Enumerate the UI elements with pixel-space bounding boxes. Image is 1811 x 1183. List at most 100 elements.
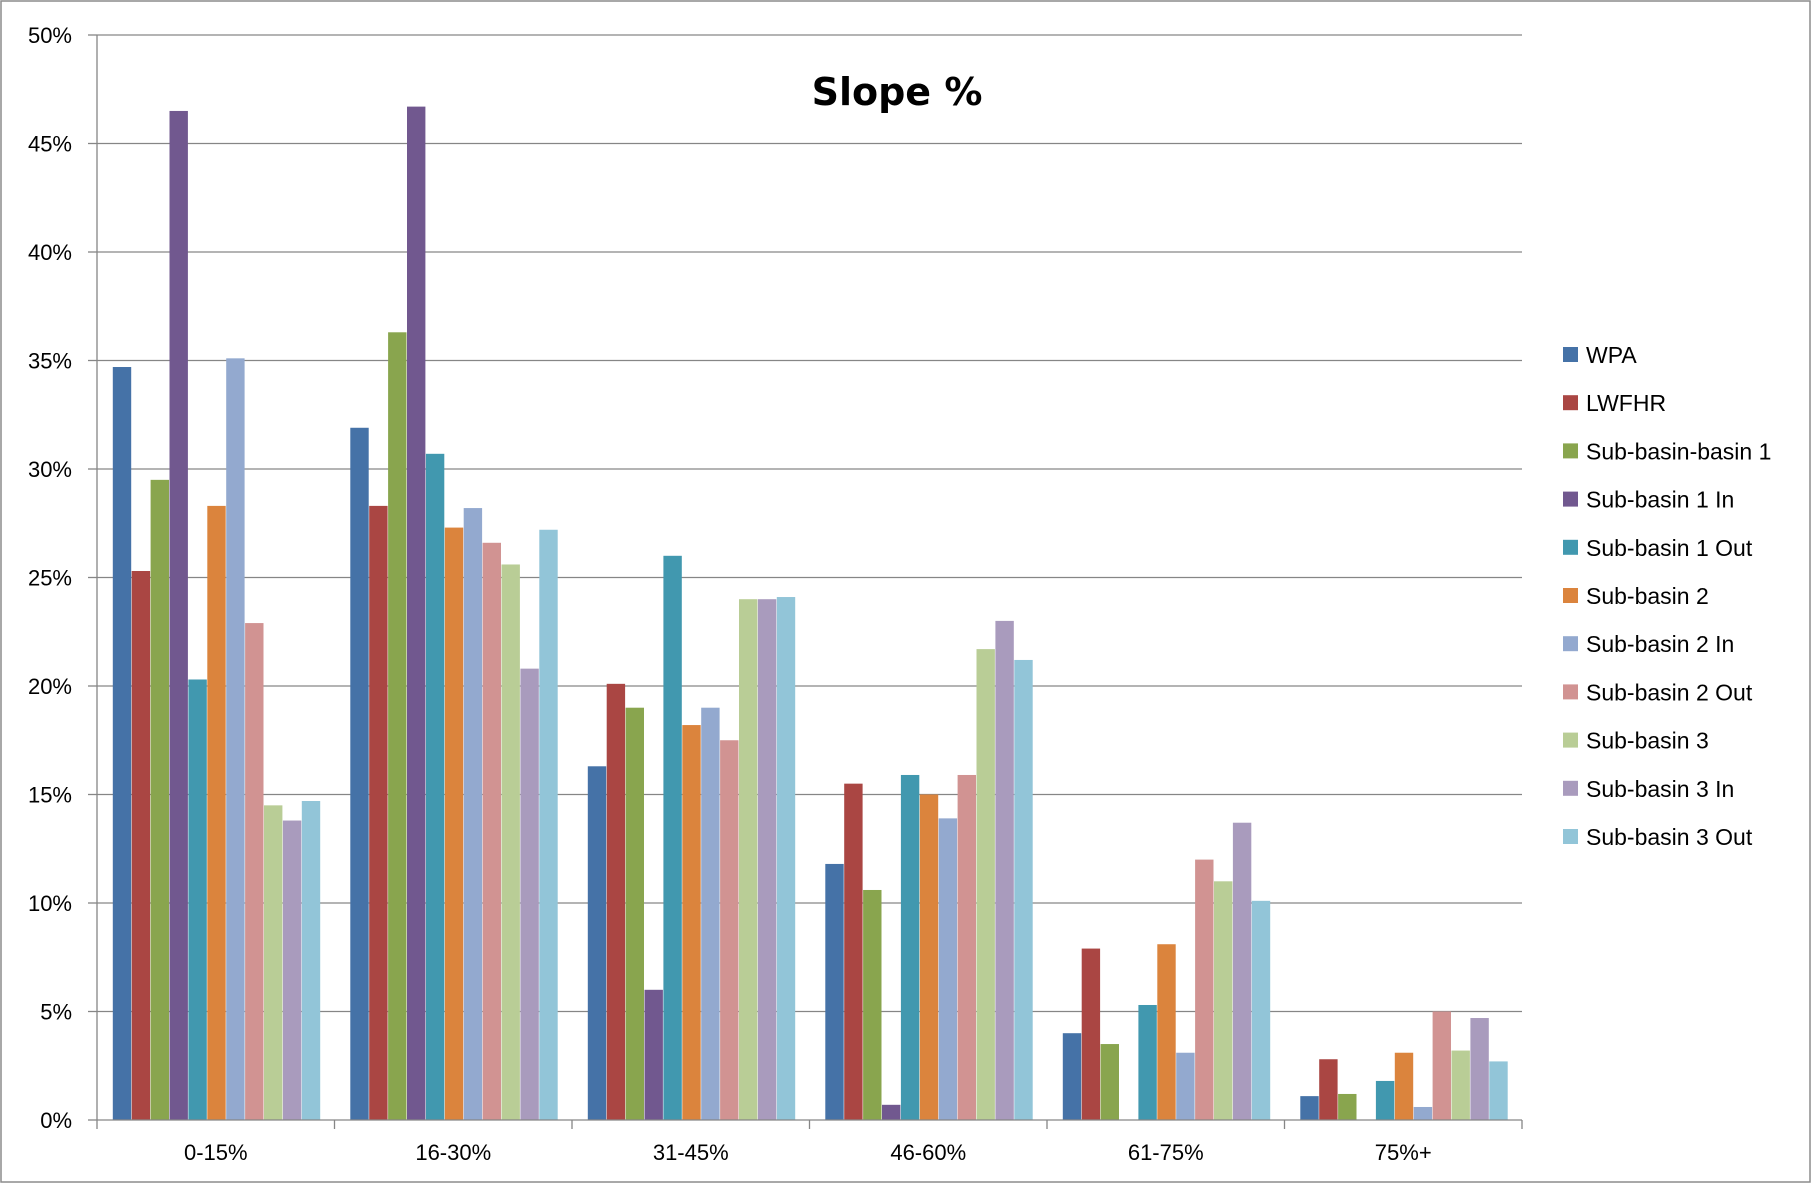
bar <box>976 649 995 1120</box>
bar <box>825 863 844 1120</box>
legend-label: Sub-basin 2 Out <box>1586 679 1753 705</box>
legend-label: Sub-basin 1 In <box>1586 487 1734 513</box>
y-tick-label: 30% <box>28 457 72 482</box>
legend-label: LWFHR <box>1586 390 1666 416</box>
legend-swatch <box>1563 395 1578 411</box>
x-tick-label: 16-30% <box>415 1140 491 1165</box>
bar <box>844 783 863 1120</box>
bar <box>720 740 739 1120</box>
legend-label: Sub-basin 3 In <box>1586 776 1734 802</box>
bar <box>369 505 388 1120</box>
bar <box>739 599 758 1120</box>
bar <box>1100 1044 1119 1120</box>
x-tick-label: 31-45% <box>653 1140 729 1165</box>
x-tick-label: 46-60% <box>890 1140 966 1165</box>
bar <box>701 707 720 1120</box>
legend-label: Sub-basin 1 Out <box>1586 535 1753 561</box>
legend-swatch <box>1563 539 1578 555</box>
x-tick-label: 75%+ <box>1375 1140 1432 1165</box>
legend-label: Sub-basin 2 In <box>1586 631 1734 657</box>
y-tick-label: 50% <box>28 23 72 48</box>
bar <box>919 794 939 1120</box>
bar <box>520 668 539 1120</box>
y-tick-label: 35% <box>28 349 72 374</box>
bar <box>995 620 1014 1120</box>
bar <box>188 679 207 1120</box>
bar <box>169 110 188 1120</box>
y-tick-label: 15% <box>28 783 72 808</box>
bar <box>245 623 264 1120</box>
legend-label: Sub-basin 3 Out <box>1586 824 1753 850</box>
bar <box>226 358 245 1121</box>
bars <box>112 106 1508 1121</box>
x-axis-tick-labels: 0-15% 16-30% 31-45% 46-60% 61-75% 75%+ <box>184 1140 1432 1165</box>
bar <box>900 774 920 1120</box>
y-tick-label: 5% <box>40 1000 72 1025</box>
bar <box>425 453 445 1120</box>
y-tick-label: 0% <box>40 1108 72 1133</box>
bar <box>1195 859 1214 1120</box>
legend-label: Sub-basin 2 <box>1586 583 1709 609</box>
legend-label: WPA <box>1586 342 1637 368</box>
bar <box>1451 1050 1470 1120</box>
bar <box>407 106 426 1121</box>
bar <box>1214 881 1233 1120</box>
gridlines <box>97 34 1522 1013</box>
y-tick-label: 10% <box>28 891 72 916</box>
x-tick-label: 0-15% <box>184 1140 248 1165</box>
bar <box>1232 822 1252 1120</box>
bar <box>957 774 976 1120</box>
x-tick-label: 61-75% <box>1128 1140 1204 1165</box>
bar <box>444 527 464 1120</box>
legend-swatch <box>1563 829 1578 844</box>
legend-label: Sub-basin 3 <box>1586 728 1709 754</box>
bar <box>1176 1052 1195 1120</box>
bar <box>1394 1052 1414 1120</box>
bar <box>150 479 169 1121</box>
y-axis-tick-labels: 0% 5% 10% 15% 20% 25% 30% 35% 40% 45% 50% <box>28 23 72 1133</box>
bar <box>776 597 796 1120</box>
bar <box>644 989 663 1120</box>
bar <box>1413 1106 1433 1120</box>
legend-label: Sub-basin-basin 1 <box>1586 438 1771 464</box>
legend-swatch <box>1563 636 1578 652</box>
legend: WPA LWFHR Sub-basin-basin 1 Sub-basin 1 In S… <box>1563 342 1771 850</box>
bar <box>1251 900 1271 1120</box>
bar <box>938 818 958 1120</box>
axes <box>88 34 1523 1129</box>
y-tick-label: 25% <box>28 566 72 591</box>
bar <box>682 725 701 1120</box>
bar <box>112 367 132 1120</box>
bar <box>1062 1033 1082 1120</box>
bar <box>1470 1018 1489 1120</box>
bar <box>625 707 644 1120</box>
bar <box>539 529 558 1120</box>
bar <box>131 570 151 1120</box>
legend-swatch <box>1563 732 1578 748</box>
bar <box>587 766 607 1120</box>
y-tick-label: 40% <box>28 240 72 265</box>
bar <box>463 508 483 1120</box>
bar <box>1138 1004 1157 1120</box>
bar <box>863 889 882 1120</box>
bar <box>757 599 777 1120</box>
y-tick-label: 20% <box>28 674 72 699</box>
bar <box>501 564 520 1120</box>
y-tick-label: 45% <box>28 132 72 157</box>
bar <box>350 427 369 1120</box>
bar <box>388 332 407 1120</box>
chart-title: Slope % <box>812 70 983 114</box>
legend-swatch <box>1563 588 1578 603</box>
bar <box>264 805 283 1120</box>
bar <box>1319 1059 1338 1120</box>
bar <box>301 801 321 1120</box>
bar <box>482 542 501 1120</box>
legend-swatch <box>1563 491 1578 507</box>
bar <box>1300 1096 1319 1120</box>
bar <box>207 505 226 1120</box>
bar <box>606 683 626 1120</box>
legend-swatch <box>1563 780 1578 796</box>
legend-swatch <box>1563 347 1578 362</box>
